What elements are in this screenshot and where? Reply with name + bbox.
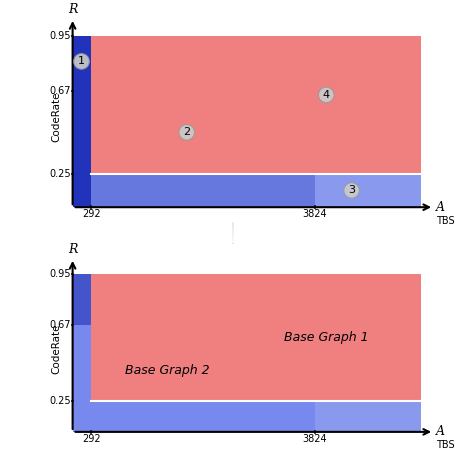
Text: TBS: TBS <box>436 216 454 226</box>
Text: R: R <box>68 3 77 16</box>
Bar <box>73 36 91 207</box>
Text: 1: 1 <box>78 57 85 66</box>
Text: 0.67: 0.67 <box>50 86 71 96</box>
Bar <box>315 401 421 432</box>
Text: 3824: 3824 <box>303 434 328 444</box>
Bar <box>315 174 421 207</box>
Text: Base Graph 2: Base Graph 2 <box>125 364 210 377</box>
Text: 0.67: 0.67 <box>50 320 71 330</box>
Text: 292: 292 <box>82 434 101 444</box>
Bar <box>73 325 315 432</box>
Bar <box>91 274 421 401</box>
Text: Base Graph 1: Base Graph 1 <box>284 331 369 344</box>
Text: R: R <box>68 243 77 256</box>
Text: CodeRate: CodeRate <box>51 323 61 374</box>
Bar <box>91 91 315 207</box>
Text: 0.25: 0.25 <box>50 169 71 179</box>
Text: CodeRate: CodeRate <box>51 91 61 142</box>
Text: 3: 3 <box>348 186 355 195</box>
Text: 2: 2 <box>183 127 190 138</box>
Text: 0.25: 0.25 <box>50 396 71 406</box>
Text: 3824: 3824 <box>303 209 328 219</box>
Text: TBS: TBS <box>436 440 454 450</box>
Bar <box>91 36 421 174</box>
Text: 292: 292 <box>82 209 101 219</box>
Text: 0.95: 0.95 <box>50 269 71 279</box>
Text: A: A <box>436 425 445 439</box>
Text: 4: 4 <box>322 90 330 100</box>
Text: 0.95: 0.95 <box>50 31 71 41</box>
Bar <box>73 274 91 432</box>
Text: A: A <box>436 201 445 214</box>
